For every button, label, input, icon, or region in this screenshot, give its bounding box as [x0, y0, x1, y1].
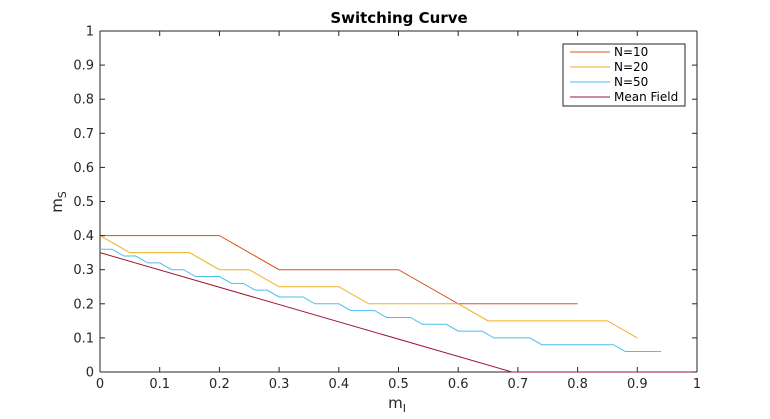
x-axis-label: mI	[388, 394, 406, 415]
series-line-mean-field	[99, 252, 697, 373]
y-tick-label: 1	[86, 25, 94, 40]
y-axis-label-sub: S	[56, 191, 69, 198]
x-tick-label: 0.3	[269, 377, 290, 392]
y-tick-label: 0.3	[73, 263, 94, 278]
series-line-n-20	[99, 235, 638, 339]
x-tick-label: 0.8	[567, 377, 588, 392]
legend-entry-label: N=50	[614, 75, 648, 89]
x-axis-label-main: m	[388, 394, 403, 412]
x-tick-label: 0.2	[209, 377, 230, 392]
legend-entry-label: N=10	[614, 45, 648, 59]
y-tick-label: 0.5	[73, 195, 94, 210]
x-axis-label-sub: I	[403, 402, 406, 415]
y-tick-label: 0	[86, 366, 94, 381]
legend-entry-label: N=20	[614, 60, 648, 74]
y-tick-label: 0.7	[73, 127, 94, 142]
series-layer	[99, 235, 697, 373]
x-tick-label: 0.7	[508, 377, 529, 392]
y-axis-label-main: m	[48, 198, 66, 213]
y-tick-label: 0.2	[73, 297, 94, 312]
y-tick-label: 0.9	[73, 59, 94, 74]
y-tick-label: 0.6	[73, 161, 94, 176]
y-tick-label: 0.4	[73, 229, 94, 244]
axis-ticks: 0 0.1 0.2 0.3 0.4 0.5 0.6 0.7 0.8 0.9 1 0 0.1 0.2 0.3 0…	[73, 25, 701, 393]
legend-entry-label: Mean Field	[614, 90, 678, 104]
x-tick-label: 0	[96, 377, 104, 392]
x-tick-label: 0.9	[627, 377, 648, 392]
y-axis-label: mS	[48, 191, 69, 213]
x-tick-label: 0.1	[149, 377, 170, 392]
y-tick-label: 0.8	[73, 93, 94, 108]
x-tick-label: 0.6	[448, 377, 469, 392]
x-tick-label: 0.5	[388, 377, 409, 392]
series-line-n-10	[100, 235, 578, 305]
y-tick-label: 0.1	[73, 331, 94, 346]
x-tick-label: 1	[693, 377, 701, 392]
x-tick-label: 0.4	[328, 377, 349, 392]
series-line-n-50	[100, 248, 662, 353]
legend-box	[562, 43, 686, 107]
chart-title: Switching Curve	[330, 9, 467, 27]
